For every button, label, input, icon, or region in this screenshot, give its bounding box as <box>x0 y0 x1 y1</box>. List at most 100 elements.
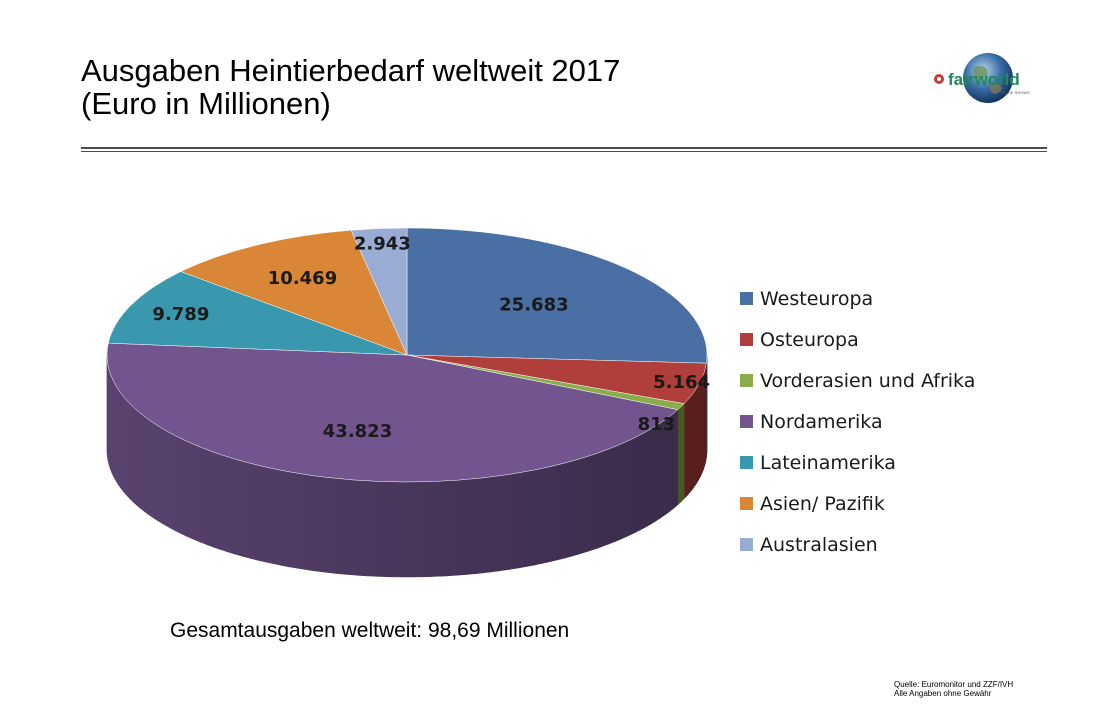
pie-side-nordamerika <box>314 475 324 573</box>
legend-swatch-vorderasien-und-afrika <box>740 374 753 387</box>
pie-side-nordamerika <box>644 428 651 528</box>
pie-side-nordamerika <box>213 451 221 550</box>
pie-slice-asien-pazifik <box>180 229 408 356</box>
pie-side-nordamerika <box>491 475 501 573</box>
pie-side-nordamerika <box>113 381 116 481</box>
pie-side-nordamerika <box>169 432 176 532</box>
pie-labels: 25.683 5.164 813 43.823 9.789 10.469 2.943 <box>152 234 710 442</box>
data-label-australasien: 2.943 <box>354 234 411 255</box>
pie-side-nordamerika <box>402 481 413 578</box>
pie-side-nordamerika <box>219 453 228 553</box>
pie-side-nordamerika <box>144 416 150 516</box>
pie-side-nordamerika <box>633 434 640 534</box>
pie-side-nordamerika <box>234 458 243 557</box>
pie-side-nordamerika <box>193 443 201 543</box>
pie-slice-nordamerika <box>106 342 679 483</box>
pie-side-nordamerika <box>125 398 130 499</box>
pie-side-nordamerika <box>411 481 422 578</box>
legend-item-nordamerika: Nordamerika <box>740 411 883 433</box>
pie-side-nordamerika <box>549 464 559 563</box>
pie-side-nordamerika <box>154 422 160 523</box>
pie-side-nordamerika <box>614 443 622 542</box>
pie-side-nordamerika <box>601 448 609 548</box>
pie-side-nordamerika <box>621 440 628 540</box>
pie-side-nordamerika <box>241 460 250 559</box>
data-label-osteuropa: 5.164 <box>653 372 710 393</box>
legend-label-westeuropa: Westeuropa <box>760 288 873 310</box>
pie-side-nordamerika <box>206 449 214 548</box>
legend-swatch-australasien <box>740 538 753 551</box>
legend-label-lateinamerika: Lateinamerika <box>760 452 896 474</box>
pie-side-nordamerika <box>164 429 171 529</box>
pie-side-nordamerika <box>340 478 350 575</box>
legend-item-lateinamerika: Lateinamerika <box>740 452 896 474</box>
pie-side-nordamerika <box>541 466 551 564</box>
pie-side-nordamerika <box>289 471 299 569</box>
pie-side-osteuropa <box>697 381 701 481</box>
legend-label-asien-pazifik: Asien/ Pazifik <box>760 493 885 515</box>
pie-side-nordamerika <box>158 426 165 526</box>
legend-label-vorderasien-und-afrika: Vorderasien und Afrika <box>760 370 975 392</box>
pie-side-nordamerika <box>517 471 526 569</box>
page-title: Ausgaben Heintierbedarf weltweit 2017 (E… <box>81 54 620 120</box>
pie-side-nordamerika <box>367 480 377 577</box>
pie-side-nordamerika <box>129 402 134 503</box>
pie-side-nordamerika <box>149 419 155 520</box>
pie-slice-westeuropa <box>406 227 708 364</box>
pie-side-nordamerika <box>533 468 543 566</box>
pie-side-nordamerika <box>349 479 359 576</box>
source-note: Quelle: Euromonitor und ZZF/IVH Alle Ang… <box>894 680 1013 698</box>
pie-side-nordamerika <box>180 438 188 537</box>
pie-side-nordamerika <box>249 462 258 561</box>
source-line-1: Quelle: Euromonitor und ZZF/IVH <box>894 680 1014 689</box>
total-spending-note: Gesamtausgaben weltweit: 98,69 Millionen <box>170 619 570 642</box>
pie-sides <box>106 354 708 578</box>
pie-top <box>106 227 708 483</box>
pie-side-vorderasien-und-afrika <box>680 402 685 503</box>
legend: Westeuropa Osteuropa Vorderasien und Afrik… <box>740 288 975 556</box>
legend-swatch-osteuropa <box>740 333 753 346</box>
pie-side-nordamerika <box>132 406 138 506</box>
data-label-vorderasien-und-afrika: 813 <box>638 414 676 435</box>
data-label-westeuropa: 25.683 <box>499 295 568 316</box>
data-label-nordamerika: 43.823 <box>323 421 392 442</box>
legend-item-australasien: Australasien <box>740 534 878 556</box>
pie-side-nordamerika <box>264 466 274 565</box>
pie-side-nordamerika <box>358 480 368 577</box>
pie-side-nordamerika <box>187 441 194 540</box>
pie-side-nordamerika <box>227 456 235 555</box>
pie-side-nordamerika <box>120 391 124 492</box>
data-label-asien-pazifik: 10.469 <box>268 268 337 289</box>
pie-side-nordamerika <box>199 446 207 545</box>
pie-side-nordamerika <box>323 476 333 574</box>
pie-side-nordamerika <box>474 477 484 575</box>
pie-side-osteuropa <box>687 395 691 496</box>
pie-side-nordamerika <box>650 425 656 525</box>
pie-chart: 25.683 5.164 813 43.823 9.789 10.469 2.943 Wes… <box>106 227 975 578</box>
pie-side-nordamerika <box>429 480 440 577</box>
pie-side-nordamerika <box>175 435 182 535</box>
svg-text:TRADE SHOWS: TRADE SHOWS <box>1000 90 1030 95</box>
divider-top <box>81 147 1047 149</box>
pie-side-osteuropa <box>683 399 688 500</box>
data-label-lateinamerika: 9.789 <box>152 304 209 325</box>
pie-side-nordamerika <box>420 481 431 578</box>
source-line-2: Alle Angaben ohne Gewähr <box>894 689 992 698</box>
pie-side-nordamerika <box>456 479 467 576</box>
divider-bottom <box>81 151 1047 152</box>
pie-side-nordamerika <box>122 395 127 496</box>
pie-side-nordamerika <box>557 462 566 561</box>
title-line-1: Ausgaben Heintierbedarf weltweit 2017 <box>81 53 621 88</box>
pie-side-nordamerika <box>572 458 581 557</box>
legend-item-asien-pazifik: Asien/ Pazifik <box>740 493 885 515</box>
pie-side-nordamerika <box>272 468 282 566</box>
legend-label-nordamerika: Nordamerika <box>760 411 883 433</box>
pie-side-nordamerika <box>525 469 535 568</box>
legend-swatch-westeuropa <box>740 292 753 305</box>
legend-swatch-asien-pazifik <box>740 497 753 510</box>
pie-side-nordamerika <box>580 455 588 555</box>
pie-side-osteuropa <box>690 392 694 493</box>
legend-swatch-lateinamerika <box>740 456 753 469</box>
legend-item-osteuropa: Osteuropa <box>740 329 859 351</box>
pie-side-nordamerika <box>482 476 493 574</box>
